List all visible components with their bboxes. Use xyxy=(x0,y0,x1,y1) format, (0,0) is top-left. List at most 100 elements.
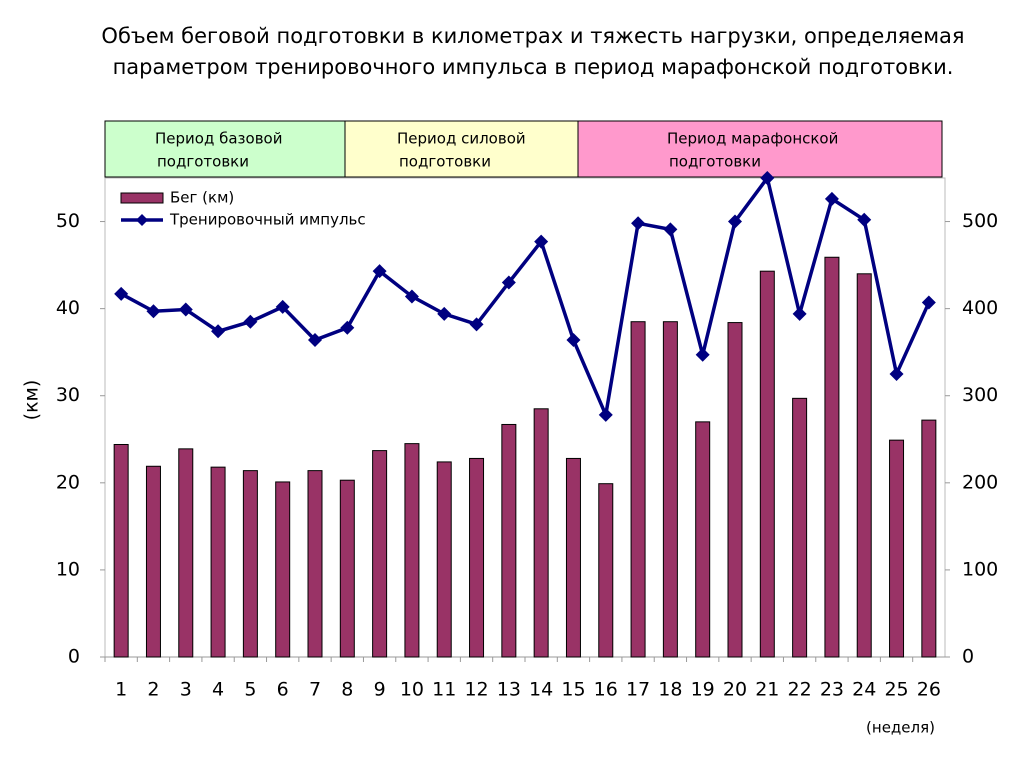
legend-label: Бег (км) xyxy=(170,189,234,207)
y-tick-label: 40 xyxy=(56,297,80,319)
period-label: подготовки xyxy=(669,153,761,171)
legend-swatch xyxy=(120,192,164,204)
x-tick-label: 16 xyxy=(594,679,618,701)
bar xyxy=(307,470,323,658)
y2-tick-label: 100 xyxy=(962,558,998,580)
x-tick-label: 23 xyxy=(820,679,844,701)
marker xyxy=(469,317,484,332)
y-tick-label: 50 xyxy=(56,210,80,232)
x-tick-label: 14 xyxy=(529,679,553,701)
bar xyxy=(178,448,194,658)
bar xyxy=(889,439,905,658)
y2-tick-label: 200 xyxy=(962,471,998,493)
x-tick-label: 4 xyxy=(212,679,224,701)
x-tick-label: 12 xyxy=(464,679,488,701)
period-label: Период силовой xyxy=(397,130,526,148)
bar xyxy=(113,443,129,658)
marker xyxy=(728,214,742,229)
bar xyxy=(565,457,581,658)
bar xyxy=(339,479,355,658)
marker xyxy=(501,275,516,290)
bar xyxy=(275,481,291,658)
period-label: Период базовой xyxy=(155,130,282,148)
bar xyxy=(372,450,388,658)
bar xyxy=(824,256,840,658)
period-label: Период марафонской xyxy=(667,130,838,148)
bar xyxy=(792,397,808,658)
bar xyxy=(856,273,872,658)
x-tick-label: 18 xyxy=(658,679,682,701)
bar xyxy=(145,465,161,658)
y2-tick-label: 500 xyxy=(962,210,998,232)
x-tick-label: 24 xyxy=(852,679,876,701)
x-tick-label: 8 xyxy=(341,679,353,701)
marker xyxy=(211,324,226,339)
marker xyxy=(631,216,646,231)
x-tick-label: 6 xyxy=(277,679,289,701)
marker xyxy=(275,299,290,314)
marker xyxy=(437,306,452,321)
x-tick-label: 10 xyxy=(400,679,424,701)
bar xyxy=(662,321,678,658)
bar xyxy=(695,421,711,658)
marker xyxy=(760,171,775,185)
period-box xyxy=(344,120,579,178)
x-tick-label: 3 xyxy=(180,679,192,701)
x-tick-label: 17 xyxy=(626,679,650,701)
marker xyxy=(404,289,419,304)
x-tick-label: 20 xyxy=(723,679,747,701)
y2-tick-label: 400 xyxy=(962,297,998,319)
marker xyxy=(889,366,904,381)
bar xyxy=(921,419,937,658)
marker xyxy=(372,264,387,279)
y2-tick-label: 300 xyxy=(962,384,998,406)
legend-label: Тренировочный импульс xyxy=(169,211,366,229)
marker xyxy=(695,347,710,362)
x-tick-label: 15 xyxy=(561,679,585,701)
period-label: подготовки xyxy=(157,153,249,171)
x-tick-label: 26 xyxy=(917,679,941,701)
y-tick-label: 30 xyxy=(56,384,80,406)
x-tick-label: 1 xyxy=(115,679,127,701)
marker xyxy=(566,332,581,347)
line xyxy=(120,173,931,422)
x-tick-label: 5 xyxy=(244,679,256,701)
x-tick-label: 25 xyxy=(884,679,908,701)
bar xyxy=(210,466,226,658)
bar xyxy=(469,457,485,658)
bar xyxy=(598,483,614,658)
y-axis-label: (км) xyxy=(21,380,43,421)
marker xyxy=(792,306,807,321)
x-axis-label: (неделя) xyxy=(866,719,935,737)
marker xyxy=(534,234,549,249)
marker xyxy=(598,407,613,422)
y-tick-label: 10 xyxy=(56,558,80,580)
x-tick-label: 22 xyxy=(788,679,812,701)
bar xyxy=(727,322,743,658)
marker xyxy=(146,304,161,319)
chart-title: параметром тренировочного импульса в пер… xyxy=(113,55,954,79)
chart-title: Объем беговой подготовки в километрах и … xyxy=(101,24,964,48)
bar xyxy=(533,408,549,658)
x-tick-label: 2 xyxy=(147,679,159,701)
x-tick-label: 21 xyxy=(755,679,779,701)
marker xyxy=(178,302,193,317)
legend-swatch xyxy=(136,214,148,226)
x-tick-label: 19 xyxy=(691,679,715,701)
bar xyxy=(242,470,258,658)
bar xyxy=(436,461,452,658)
y2-tick-label: 0 xyxy=(962,646,974,668)
bar xyxy=(404,443,420,658)
bar xyxy=(759,270,775,658)
period-box xyxy=(577,120,943,178)
x-tick-label: 13 xyxy=(497,679,521,701)
bar xyxy=(630,321,646,658)
marker xyxy=(663,222,678,237)
marker xyxy=(921,295,936,310)
marker xyxy=(114,286,129,301)
marker xyxy=(340,320,355,335)
bar xyxy=(501,423,517,658)
period-box xyxy=(104,120,346,178)
marker xyxy=(243,314,258,329)
